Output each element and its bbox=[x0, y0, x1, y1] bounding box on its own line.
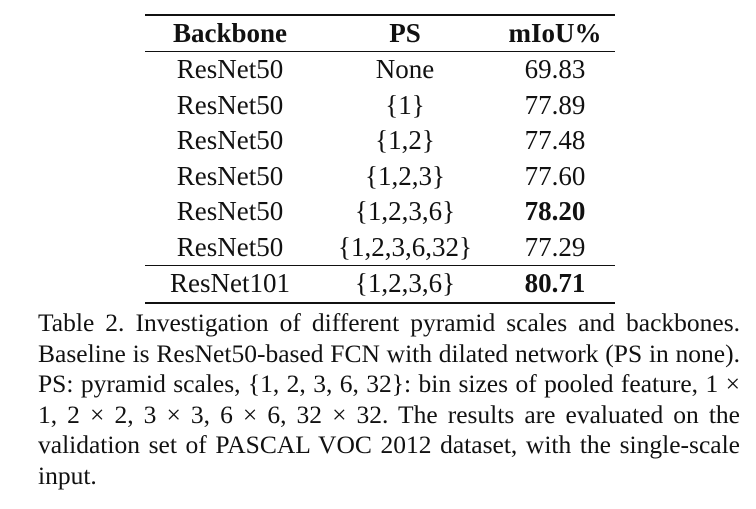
header-ps: PS bbox=[315, 14, 495, 52]
table-row: ResNet50 {1} 77.89 bbox=[145, 88, 615, 124]
cell-backbone: ResNet50 bbox=[176, 160, 284, 191]
cell-ps: {1} bbox=[385, 89, 425, 120]
table-row: ResNet50 {1,2} 77.48 bbox=[145, 123, 615, 159]
table-row: ResNet50 {1,2,3,6} 78.20 bbox=[145, 194, 615, 230]
cell-backbone: ResNet50 bbox=[176, 231, 284, 262]
cell-backbone: ResNet50 bbox=[176, 54, 284, 84]
table-row: ResNet50 None 69.83 bbox=[145, 52, 615, 88]
table-header-row: Backbone PS mIoU% bbox=[145, 14, 615, 52]
results-table-container: Backbone PS mIoU% ResNet50 None 69.83 Re… bbox=[145, 14, 615, 304]
cell-backbone: ResNet50 bbox=[176, 89, 284, 120]
cell-ps: None bbox=[375, 54, 435, 84]
cell-miou: 77.29 bbox=[524, 231, 586, 262]
cell-ps: {1,2} bbox=[375, 125, 435, 155]
cell-miou-best: 78.20 bbox=[524, 196, 586, 226]
table-row: ResNet50 {1,2,3} 77.60 bbox=[145, 159, 615, 195]
cell-ps: {1,2,3,6} bbox=[315, 265, 495, 304]
caption-text: Table 2. Investigation of different pyra… bbox=[38, 308, 740, 490]
cell-miou: 77.89 bbox=[524, 89, 586, 120]
cell-ps: {1,2,3} bbox=[365, 160, 445, 191]
cell-backbone: ResNet101 bbox=[145, 265, 315, 304]
cell-backbone: ResNet50 bbox=[176, 196, 284, 226]
header-miou: mIoU% bbox=[495, 14, 615, 52]
cell-ps: {1,2,3,6,32} bbox=[338, 231, 472, 262]
cell-ps: {1,2,3,6} bbox=[354, 196, 456, 226]
table-row: ResNet50 {1,2,3,6,32} 77.29 bbox=[145, 230, 615, 266]
cell-miou: 69.83 bbox=[524, 54, 586, 84]
cell-miou: 77.60 bbox=[524, 160, 586, 191]
cell-miou: 77.48 bbox=[524, 125, 586, 155]
results-table: Backbone PS mIoU% ResNet50 None 69.83 Re… bbox=[145, 14, 615, 304]
cell-backbone: ResNet50 bbox=[176, 125, 284, 155]
cell-miou-best: 80.71 bbox=[495, 265, 615, 304]
table-caption: Table 2. Investigation of different pyra… bbox=[38, 308, 740, 492]
header-backbone: Backbone bbox=[145, 14, 315, 52]
table-row: ResNet101 {1,2,3,6} 80.71 bbox=[145, 265, 615, 304]
